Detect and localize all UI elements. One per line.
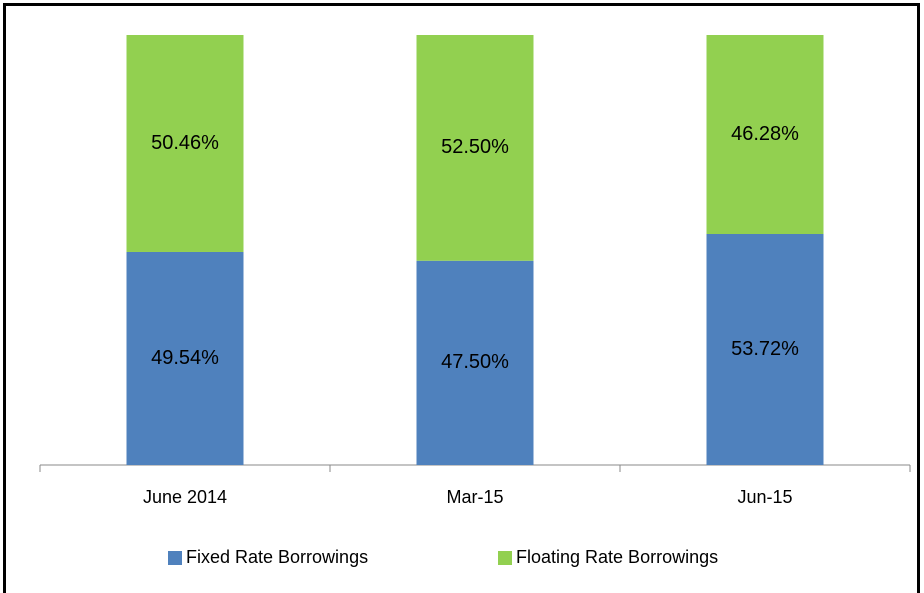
legend-swatch [168, 551, 182, 565]
data-label: 52.50% [441, 136, 509, 158]
bar-segment [416, 260, 534, 465]
data-label: 49.54% [151, 347, 219, 369]
bar-segment [126, 35, 244, 252]
legend-label: Floating Rate Borrowings [516, 547, 718, 567]
bar-segment [416, 35, 534, 261]
data-label: 46.28% [731, 123, 799, 145]
chart-border [3, 3, 920, 593]
bar-segment [706, 35, 824, 235]
legend-swatch [498, 551, 512, 565]
legend-label: Fixed Rate Borrowings [186, 547, 368, 567]
data-label: 50.46% [151, 132, 219, 154]
x-tick-label: Jun-15 [737, 487, 792, 507]
bar-segment [706, 234, 824, 465]
x-tick-label: June 2014 [143, 487, 227, 507]
data-label: 53.72% [731, 338, 799, 360]
x-tick-label: Mar-15 [446, 487, 503, 507]
data-label: 47.50% [441, 351, 509, 373]
bar-segment [126, 251, 244, 465]
